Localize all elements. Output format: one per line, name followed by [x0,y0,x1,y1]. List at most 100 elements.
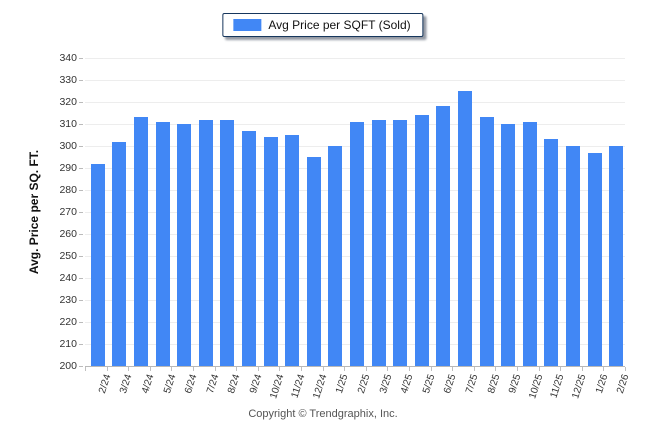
bar-1/26 [587,152,602,366]
gridline [85,58,625,59]
y-tick-label: 250 [59,250,77,262]
copyright-text: Copyright © Trendgraphix, Inc. [248,408,398,420]
x-tick-mark [430,367,432,371]
x-tick-mark [85,367,86,371]
x-tick-label: 6/24 [183,373,200,395]
x-tick-label: 7/25 [463,373,481,395]
x-tick-label: 9/25 [507,373,524,395]
x-tick-mark [581,367,583,371]
y-tick-mark [79,300,83,301]
x-tick-label: 4/24 [139,373,157,395]
x-tick-mark [452,367,454,371]
y-tick-label: 240 [59,272,77,284]
bar-7/25 [458,91,472,366]
y-tick-label: 300 [59,140,77,152]
x-tick-label: 8/25 [485,373,503,395]
x-tick-mark [473,367,475,371]
x-tick-mark [538,367,540,371]
bar-7/24 [198,119,213,366]
x-tick-mark [409,367,410,371]
bar-11/25 [544,139,559,366]
bar-6/25 [436,106,451,366]
bar-8/24 [220,119,235,366]
y-tick-mark [79,146,83,147]
x-tick-mark [344,367,346,371]
bar-12/24 [306,157,321,366]
y-tick-mark [79,366,83,367]
bar-9/25 [501,124,516,366]
y-tick-mark [79,344,83,345]
bar-3/24 [112,141,127,366]
x-tick-mark [517,367,518,371]
y-tick-mark [79,234,83,235]
x-tick-mark [322,367,324,371]
x-tick-mark [106,367,108,371]
x-tick-mark [560,367,562,371]
y-tick-label: 230 [59,294,77,306]
x-tick-label: 5/24 [161,373,179,395]
x-tick-mark [236,367,238,371]
y-tick-mark [79,102,83,103]
x-tick-label: 2/25 [355,373,373,395]
bar-1/25 [328,146,343,366]
y-tick-mark [79,212,83,213]
legend: Avg Price per SQFT (Sold) [222,13,424,37]
x-tick-mark [214,367,216,371]
x-tick-label: 9/24 [247,373,265,395]
y-tick-label: 200 [59,360,77,372]
y-tick-label: 330 [59,74,77,86]
y-tick-label: 270 [59,206,77,218]
gridline [85,102,625,103]
bar-3/25 [371,119,386,366]
x-tick-label: 1/26 [593,373,611,395]
x-tick-label: 1/25 [334,373,351,395]
x-tick-label: 6/25 [442,373,459,395]
x-tick-label: 11/24 [289,373,308,400]
bar-8/25 [479,117,494,366]
bar-9/24 [242,130,256,366]
legend-swatch-icon [233,19,262,31]
x-tick-label: 3/24 [118,373,135,395]
bar-5/25 [414,115,429,366]
x-tick-mark [193,367,194,371]
x-tick-label: 10/25 [527,373,546,401]
x-tick-mark [495,367,497,371]
x-tick-label: 10/24 [267,373,287,401]
bar-4/25 [393,119,408,366]
bar-10/24 [263,137,278,366]
y-tick-mark [79,256,83,257]
y-tick-label: 320 [59,96,77,108]
x-tick-mark [128,367,130,371]
bar-12/25 [566,146,580,366]
bar-2/25 [350,121,364,366]
y-tick-label: 260 [59,228,77,240]
x-axis-line [85,366,625,367]
x-tick-label: 5/25 [420,373,438,395]
x-tick-label: 7/24 [204,373,222,395]
y-tick-mark [79,124,83,125]
y-tick-mark [79,278,83,279]
x-tick-mark [149,367,151,371]
y-tick-label: 220 [59,316,77,328]
bar-2/26 [609,146,624,366]
y-tick-label: 290 [59,162,77,174]
x-tick-label: 4/25 [399,373,416,395]
x-tick-label: 3/25 [377,373,395,395]
x-tick-mark [257,367,259,371]
x-tick-mark [365,367,367,371]
x-tick-mark [387,367,389,371]
bar-11/24 [285,135,300,366]
x-tick-mark [301,367,302,371]
y-tick-mark [79,190,83,191]
bar-2/24 [90,163,105,366]
y-tick-label: 340 [59,52,77,64]
x-tick-mark [171,367,173,371]
y-tick-mark [79,58,83,59]
bar-6/24 [177,124,192,366]
y-tick-label: 210 [59,338,77,350]
x-tick-label: 11/25 [548,373,567,400]
x-tick-mark [279,367,281,371]
y-tick-label: 310 [59,118,77,130]
x-tick-label: 8/24 [226,373,243,395]
